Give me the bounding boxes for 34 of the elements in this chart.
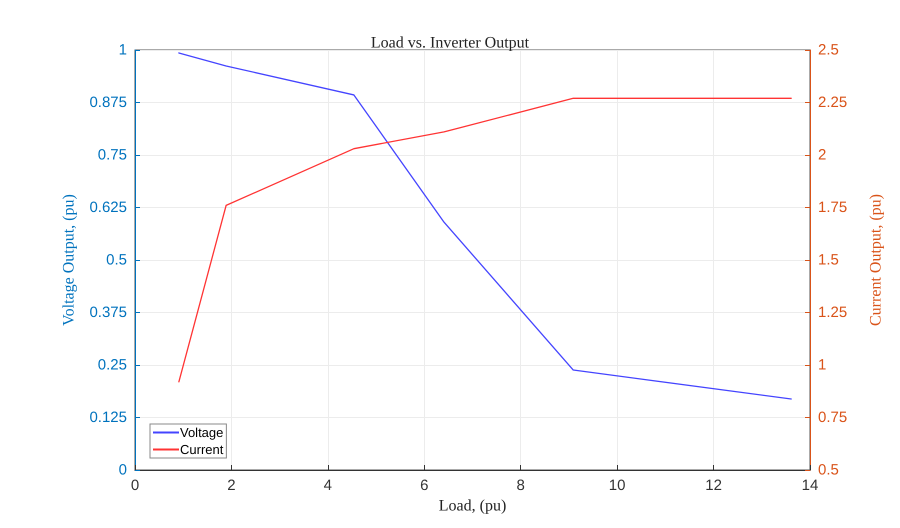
chart-title: Load vs. Inverter Output: [370, 34, 530, 52]
y2-tick-label: 0.5: [818, 462, 839, 478]
y2-axis-title: Current Output, (pu): [868, 194, 884, 326]
y-tick-label: 0.75: [98, 146, 127, 164]
y2-tick-label: 1.25: [818, 304, 848, 321]
x-tick-label: 4: [324, 477, 332, 494]
x-axis-title: Load, (pu): [438, 498, 506, 514]
line-series: [178, 98, 792, 382]
line-series: [178, 52, 792, 400]
y-axis-title: Voltage Output, (pu): [60, 194, 78, 326]
x-tick-label: 8: [516, 477, 525, 494]
x-tick-label: 0: [130, 477, 140, 494]
y2-tick-label: 2: [818, 146, 826, 164]
x-tick-label: 10: [608, 477, 626, 494]
y2-tick-label: 1: [818, 356, 826, 374]
legend-label: Current: [180, 442, 224, 457]
y-tick-label: 0: [118, 462, 127, 478]
y-tick-label: 0.875: [89, 94, 127, 111]
y2-tick-label: 2.25: [818, 94, 848, 111]
y-tick-label: 0.625: [89, 199, 127, 216]
y2-tick-label: 1.5: [818, 252, 839, 268]
x-tick-label: 6: [420, 477, 428, 494]
legend-label: Voltage: [180, 425, 224, 440]
x-tick-label: 14: [802, 477, 818, 494]
y-tick-label: 0.375: [89, 304, 127, 321]
x-tick-label: 12: [705, 477, 722, 494]
y2-tick-label: 1.75: [818, 199, 848, 216]
x-tick-label: 2: [227, 477, 236, 494]
y2-tick-label: 0.75: [818, 409, 848, 426]
y-tick-label: 0.5: [106, 252, 127, 268]
y-tick-label: 0.125: [89, 409, 127, 426]
y-tick-label: 1: [118, 42, 127, 58]
y2-tick-label: 2.5: [818, 42, 839, 58]
y-tick-label: 0.25: [98, 356, 127, 374]
